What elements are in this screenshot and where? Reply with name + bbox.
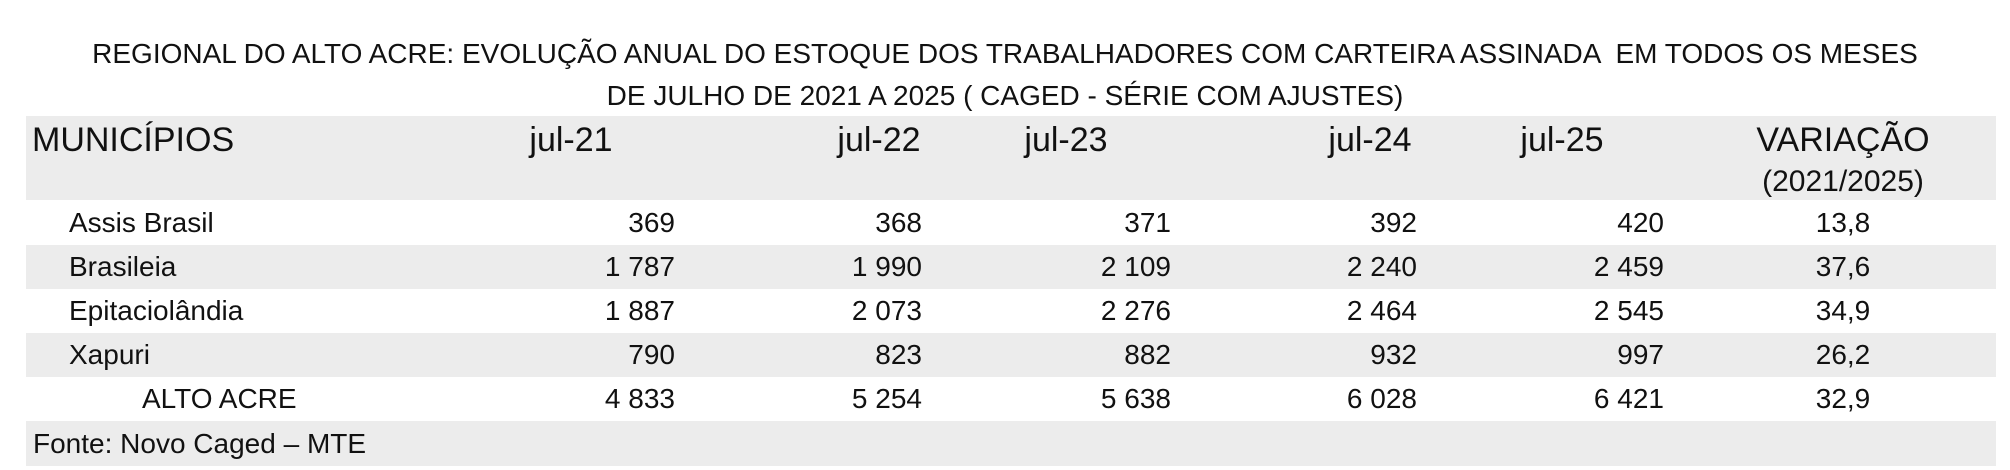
cell-value: 882 (1124, 339, 1171, 370)
cell-value: 2 459 (1593, 251, 1664, 282)
cell-value: 2 109 (1100, 251, 1171, 282)
row-label: Brasileia (69, 251, 177, 282)
source-band (26, 421, 1996, 466)
cell-value: 371 (1124, 207, 1171, 238)
cell-value: 1 787 (604, 251, 675, 282)
title-line: DE JULHO DE 2021 A 2025 ( CAGED - SÉRIE … (606, 80, 1404, 111)
cell-value: 420 (1617, 207, 1664, 238)
column-header: (2021/2025) (1762, 165, 1924, 198)
column-header: MUNICÍPIOS (32, 121, 235, 159)
cell-value: 2 240 (1346, 251, 1417, 282)
cell-value: 5 254 (851, 383, 922, 414)
row-label: Assis Brasil (69, 207, 214, 238)
column-header: jul-24 (1328, 121, 1412, 159)
cell-value: 997 (1617, 339, 1664, 370)
cell-value: 37,6 (1815, 251, 1871, 282)
cell-value: 6 421 (1593, 383, 1664, 414)
cell-value: 2 464 (1346, 295, 1417, 326)
cell-value: 790 (628, 339, 675, 370)
cell-value: 392 (1370, 207, 1417, 238)
row-label: Xapuri (69, 339, 150, 370)
column-header: VARIAÇÃO (1756, 121, 1930, 159)
column-header: jul-22 (837, 121, 921, 159)
cell-value: 932 (1370, 339, 1417, 370)
cell-value: 2 073 (851, 295, 922, 326)
cell-value: 2 545 (1593, 295, 1664, 326)
source-note: Fonte: Novo Caged – MTE (33, 428, 367, 459)
cell-value: 368 (875, 207, 922, 238)
row-label: Epitaciolândia (69, 295, 244, 326)
header-band (26, 116, 1996, 200)
cell-value: 823 (875, 339, 922, 370)
column-header: jul-21 (529, 121, 613, 159)
cell-value: 34,9 (1815, 295, 1871, 326)
cell-value: 26,2 (1815, 339, 1871, 370)
cell-value: 4 833 (604, 383, 675, 414)
title-line: REGIONAL DO ALTO ACRE: EVOLUÇÃO ANUAL DO… (92, 38, 1918, 69)
row-label: ALTO ACRE (142, 383, 297, 414)
column-header: jul-25 (1520, 121, 1604, 159)
cell-value: 32,9 (1815, 383, 1871, 414)
column-header: jul-23 (1024, 121, 1108, 159)
cell-value: 369 (628, 207, 675, 238)
cell-value: 5 638 (1100, 383, 1171, 414)
cell-value: 6 028 (1346, 383, 1417, 414)
cell-value: 2 276 (1100, 295, 1171, 326)
row-band (26, 245, 1996, 289)
cell-value: 1 887 (604, 295, 675, 326)
cell-value: 13,8 (1815, 207, 1871, 238)
cell-value: 1 990 (851, 251, 922, 282)
row-band (26, 333, 1996, 377)
